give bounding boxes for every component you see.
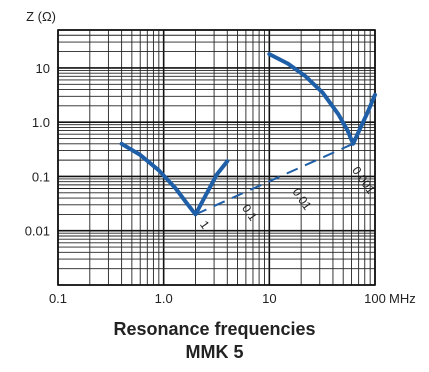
capacitance-label: 0.01 [289, 185, 314, 212]
y-tick-label: 10 [36, 61, 50, 76]
y-tick-label: 0.1 [32, 169, 50, 184]
x-tick-label: 0.1 [49, 291, 67, 306]
impedance-curve-1 [119, 141, 230, 217]
x-axis-unit: MHz [389, 291, 416, 306]
y-axis-title: Z (Ω) [26, 9, 56, 24]
chart-caption-line-2: MMK 5 [185, 342, 244, 362]
y-tick-label: 0.01 [25, 224, 50, 239]
chart-caption-line-1: Resonance frequencies [113, 319, 316, 339]
x-tick-label: 10 [262, 291, 276, 306]
x-tick-label: 100 [364, 291, 386, 306]
resonance-trend-line [195, 142, 354, 216]
plot-frame [57, 29, 376, 286]
x-tick-label: 1.0 [155, 291, 173, 306]
y-tick-label: 1.0 [32, 115, 50, 130]
impedance-curve-2 [267, 52, 377, 146]
capacitance-label: 0.001 [349, 164, 378, 197]
capacitance-label: 1 [197, 218, 212, 232]
